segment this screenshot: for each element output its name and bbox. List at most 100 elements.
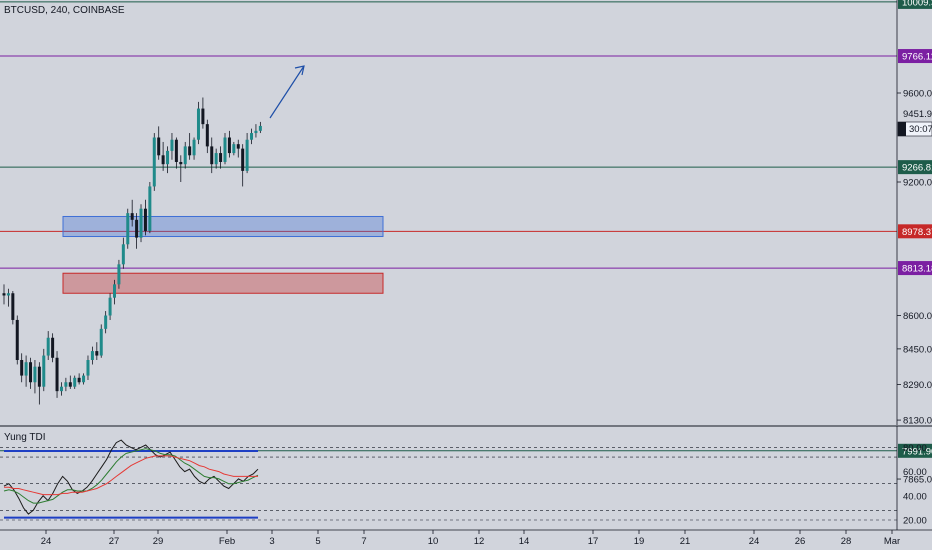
candle-up [250,133,254,140]
candle-up [148,186,152,231]
candle-down [95,351,99,356]
price-axis[interactable]: 9600.00 9200.00 8600.00 8450.00 8290.00 8130.… [897,89,932,486]
resistance-box [62,272,384,294]
candle-down [143,208,147,231]
candle-up [59,386,63,392]
candle-up [73,377,77,387]
price-tick-label: 8130.00 [903,416,932,427]
candlestick-series [2,97,262,405]
last-price-marker: 9451.90 30:07 [897,109,932,137]
price-tick-label: 8290.00 [903,380,932,391]
candle-down [11,293,15,320]
level-tag-label: 7991.90 [902,446,932,457]
candle-down [219,153,223,162]
candle-down [20,360,24,376]
tdi-lines [3,439,259,515]
candle-up [90,351,94,360]
candle-down [161,155,165,165]
level-tag-label: 9266.81 [902,163,932,174]
level-tag-label: 8978.37 [902,227,932,238]
candle-up [117,264,121,285]
candle-up [82,375,86,383]
countdown-label: 30:07 [909,124,932,135]
level-tag-label: 9766.11 [902,52,932,63]
candle-down [236,144,240,149]
candle-down [15,319,19,360]
candle-up [99,328,103,356]
candle-up [6,293,10,296]
candle-up [170,139,174,151]
tdi-axis[interactable]: 80.00 60.00 40.00 20.00 [903,443,927,527]
indicator-title[interactable]: Yung TDI [4,432,46,443]
level-tag-label: 10009.37 [902,0,932,8]
candle-down [37,366,41,387]
tdi-series-line [4,455,258,496]
candle-up [223,137,227,162]
time-tick-label: 14 [519,536,530,547]
time-tick-label: 19 [634,536,645,547]
level-tag [898,160,932,175]
last-price-label: 9451.90 [903,109,932,120]
time-tick-label: 5 [315,536,320,547]
tdi-tick-label: 80.00 [903,443,927,454]
tdi-tick-label: 40.00 [903,491,927,502]
time-tick-label: 7 [361,536,366,547]
candle-up [46,337,50,356]
candle-down [77,377,81,383]
time-axis[interactable]: 24 27 29 Feb 3 5 7 10 12 14 17 19 21 24 26 28 Mar [41,530,900,547]
arrow-shaft [269,65,305,119]
candle-down [2,293,6,296]
time-tick-label: 10 [428,536,439,547]
time-tick-label: 27 [109,536,120,547]
candle-down [130,213,134,220]
candle-up [166,150,170,165]
time-tick-label: 24 [41,536,52,547]
candle-down [157,137,161,156]
candle-up [258,125,262,131]
projection-arrow[interactable] [269,65,305,119]
candle-down [179,161,183,165]
symbol-title[interactable]: BTCUSD, 240, COINBASE [4,5,125,16]
support-box [62,215,384,238]
candle-down [241,148,245,171]
candle-up [108,297,112,316]
candle-up [121,244,125,265]
level-tag [898,49,932,64]
candle-up [113,284,116,298]
candle-up [254,130,258,134]
candle-up [214,153,218,165]
level-price-tags: 10009.37 9766.11 9266.81 8978.37 8813.18 7991… [898,0,932,458]
level-tag [898,224,932,239]
candle-down [227,137,231,154]
candle-up [126,213,130,245]
candle-down [210,146,214,165]
candle-down [51,337,55,358]
candle-up [183,146,187,165]
candle-down [205,124,209,147]
time-tick-label: 17 [588,536,599,547]
tdi-tick-label: 20.00 [903,516,927,527]
time-tick-label: Feb [219,536,235,547]
price-tick-label: 9200.00 [903,178,932,189]
candle-up [232,144,236,154]
candle-up [42,355,46,387]
time-tick-label: 21 [680,536,691,547]
price-tick-label: 8600.00 [903,311,932,322]
candle-up [64,382,68,387]
time-tick-label: 28 [841,536,852,547]
candle-up [192,139,196,156]
time-tick-label: 24 [749,536,760,547]
candle-up [139,208,143,238]
price-tick-label: 9600.00 [903,89,932,100]
candle-down [188,146,192,156]
time-tick-label: 3 [269,536,274,547]
candle-up [245,139,249,171]
tdi-levels [0,447,897,521]
tdi-tick-label: 60.00 [903,467,927,478]
time-tick-label: Mar [884,536,900,547]
level-tag [898,0,932,9]
candle-down [68,382,72,387]
candle-down [55,357,59,392]
